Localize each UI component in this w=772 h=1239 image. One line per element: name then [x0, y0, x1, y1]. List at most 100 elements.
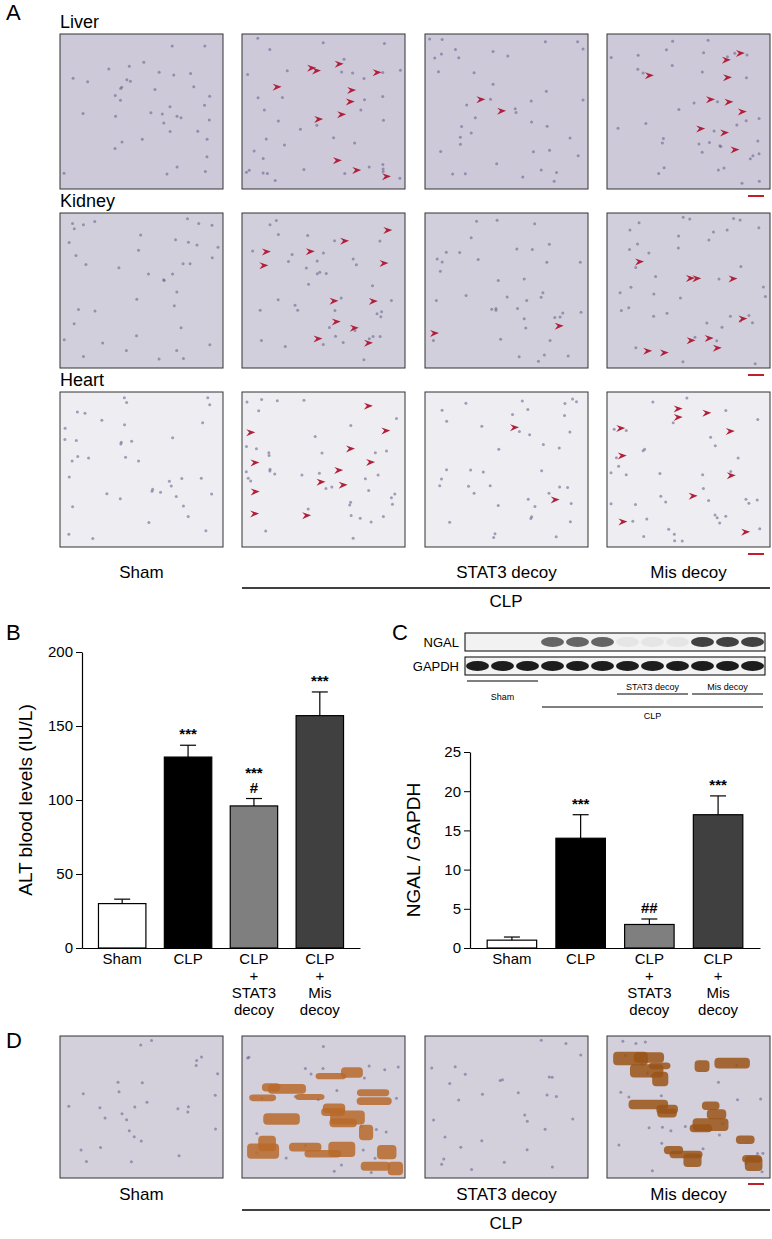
- error-cap: [246, 798, 262, 799]
- row-label: Heart: [60, 370, 104, 390]
- nucleus: [304, 1067, 307, 1070]
- nucleus: [620, 309, 623, 312]
- nucleus: [251, 250, 254, 253]
- stain: [295, 1094, 324, 1100]
- bar: [296, 716, 343, 948]
- nucleus: [751, 154, 754, 157]
- group-line: [242, 1209, 770, 1211]
- blot-band: [466, 661, 489, 671]
- nucleus: [610, 502, 613, 505]
- nucleus: [268, 48, 271, 51]
- bar: [693, 815, 742, 948]
- y-tick-label: 50: [56, 865, 73, 882]
- nucleus: [378, 239, 381, 242]
- y-tick: 50: [56, 865, 82, 882]
- nucleus: [521, 400, 524, 403]
- blot-band: [741, 661, 764, 671]
- arrowhead: [430, 330, 439, 337]
- x-tick: CLP+Misdecoy: [698, 948, 739, 1018]
- y-tick-label: 0: [65, 939, 73, 956]
- blot-band: [641, 661, 664, 671]
- nucleus: [105, 492, 108, 495]
- nucleus: [125, 78, 128, 81]
- nucleus: [543, 353, 546, 356]
- nucleus: [133, 1135, 136, 1138]
- nucleus: [316, 272, 319, 275]
- nucleus: [124, 456, 127, 459]
- nucleus: [381, 163, 384, 166]
- nucleus: [175, 291, 178, 294]
- nucleus: [186, 1111, 189, 1114]
- micrograph: [242, 1036, 405, 1178]
- nucleus: [432, 1118, 435, 1121]
- arrowhead: [246, 429, 255, 436]
- nucleus: [667, 528, 670, 531]
- nucleus: [569, 137, 572, 140]
- y-tick-label: 15: [444, 822, 461, 839]
- nucleus: [619, 1091, 622, 1094]
- nucleus: [269, 468, 272, 471]
- nucleus: [718, 144, 721, 147]
- x-tick: Sham: [103, 948, 142, 967]
- nucleus: [277, 119, 280, 122]
- nucleus: [756, 1152, 759, 1155]
- micrograph: [60, 213, 223, 368]
- y-tick: 200: [48, 643, 82, 660]
- nucleus: [71, 222, 74, 225]
- nucleus: [381, 95, 384, 98]
- nucleus: [161, 112, 164, 115]
- row-label: Liver: [60, 12, 99, 32]
- nucleus: [125, 401, 128, 404]
- arrowhead: [337, 111, 346, 118]
- error-bar: [114, 899, 130, 903]
- nucleus: [174, 238, 177, 241]
- blot-band: [691, 661, 714, 671]
- arrowhead: [273, 84, 282, 91]
- nucleus: [322, 251, 325, 254]
- nucleus: [300, 473, 303, 476]
- nucleus: [335, 1089, 338, 1092]
- nucleus: [544, 1128, 547, 1131]
- stain: [707, 1109, 726, 1119]
- nucleus: [141, 138, 144, 141]
- nucleus: [119, 497, 122, 500]
- nucleus: [380, 310, 383, 313]
- nucleus: [63, 172, 66, 175]
- blot-band: [716, 661, 739, 671]
- error-bar: [180, 745, 196, 757]
- lane-label: STAT3 decoy: [626, 682, 680, 692]
- nucleus: [172, 73, 175, 76]
- arrowhead: [736, 50, 745, 57]
- blot-band: [516, 661, 539, 671]
- arrowhead: [332, 318, 341, 325]
- arrowhead: [369, 298, 378, 305]
- nucleus: [718, 277, 721, 280]
- nucleus: [374, 451, 377, 454]
- nucleus: [548, 243, 551, 246]
- micrograph: [242, 34, 405, 189]
- nucleus: [459, 143, 462, 146]
- nucleus: [259, 309, 262, 312]
- nucleus: [182, 262, 185, 265]
- stain: [657, 1109, 677, 1118]
- nucleus: [492, 50, 495, 53]
- nucleus: [558, 486, 561, 489]
- arrowhead: [340, 238, 349, 245]
- nucleus: [397, 1066, 400, 1069]
- x-tick-label: CLP+Misdecoy: [300, 950, 341, 1018]
- nucleus: [180, 477, 183, 480]
- micrograph-frame: [425, 1036, 588, 1178]
- nucleus: [351, 71, 354, 74]
- nucleus: [151, 488, 154, 491]
- nucleus: [636, 68, 639, 71]
- nucleus: [757, 226, 760, 229]
- nucleus: [170, 484, 173, 487]
- nucleus: [128, 1129, 131, 1132]
- arrowhead: [373, 69, 382, 76]
- error-bar: [504, 937, 520, 940]
- nucleus: [353, 141, 356, 144]
- micrograph: [607, 213, 770, 375]
- nucleus: [114, 94, 117, 97]
- nucleus: [206, 396, 209, 399]
- nucleus: [324, 487, 327, 490]
